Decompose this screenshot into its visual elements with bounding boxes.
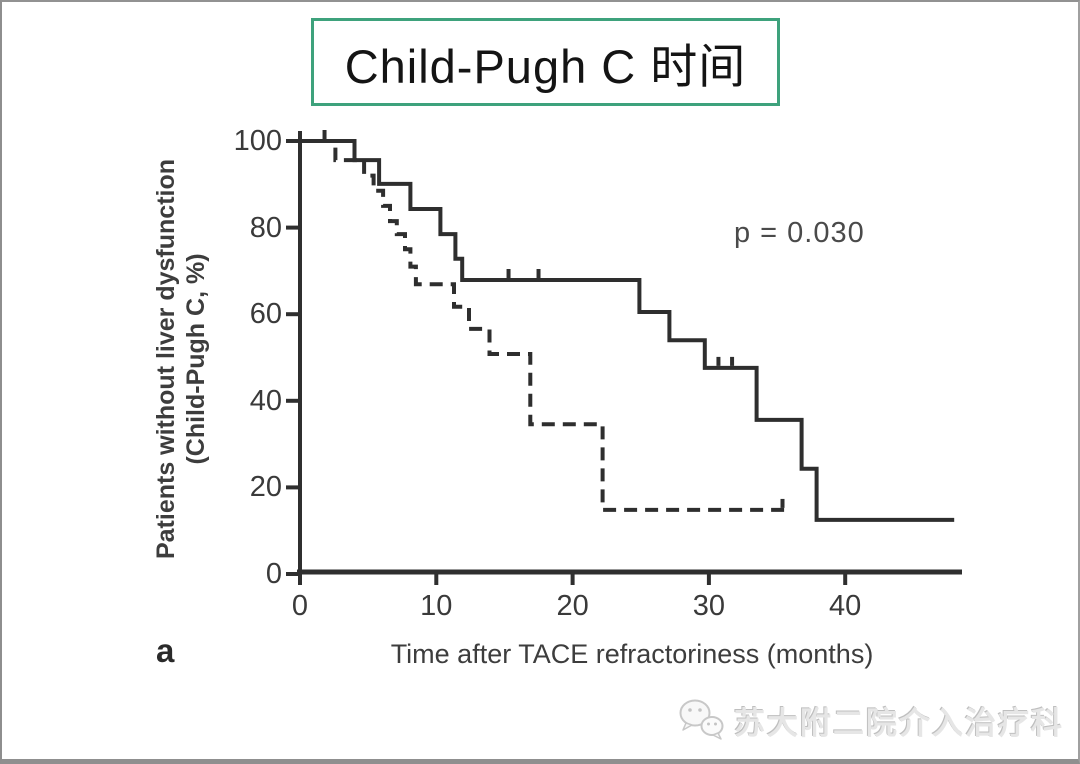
x-tick-label: 20 <box>556 590 589 622</box>
x-tick-label: 0 <box>291 590 309 622</box>
y-axis-title-line1: Patients without liver dysfunction <box>152 158 180 560</box>
x-axis-title: Time after TACE refractoriness (months) <box>390 639 874 669</box>
y-tick-label: 40 <box>249 384 282 417</box>
x-tick-label: 30 <box>692 590 726 622</box>
y-axis-title-line2: (Child-Pugh C, %) <box>181 253 210 465</box>
x-tick-label: 40 <box>829 590 862 622</box>
wechat-bubbles-icon <box>679 699 724 740</box>
y-tick-label: 100 <box>233 125 282 157</box>
y-tick-label: 20 <box>249 471 282 504</box>
y-axis-title: Patients without liver dysfunction (Chil… <box>152 139 212 579</box>
slide-title-box: Child-Pugh C 时间 <box>311 18 780 106</box>
solid-group-line <box>300 139 955 522</box>
slide-title: Child-Pugh C 时间 <box>344 39 747 93</box>
panel-label: a <box>156 632 175 669</box>
x-tick-label: 10 <box>420 590 453 622</box>
y-tick-label: 0 <box>265 558 282 590</box>
watermark: 苏大附二院介入治疗科 <box>678 696 1064 744</box>
y-tick-label: 80 <box>249 211 282 244</box>
watermark-text: 苏大附二院介入治疗科 <box>734 705 1064 741</box>
p-value-annotation: p = 0.030 <box>734 217 865 249</box>
y-tick-label: 60 <box>249 298 282 331</box>
dashed-group-line <box>300 139 790 512</box>
